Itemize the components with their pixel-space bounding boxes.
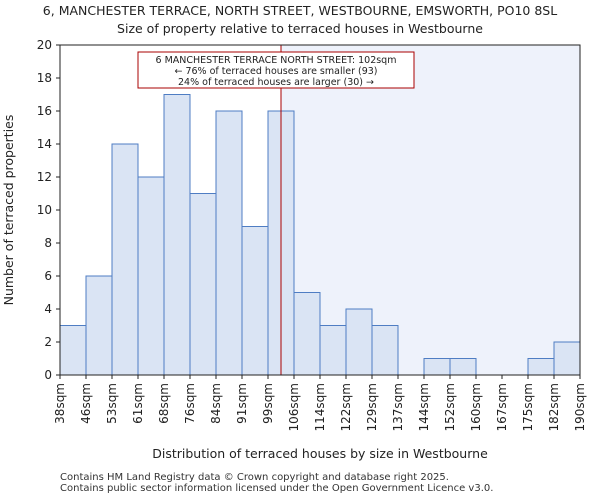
x-tick-label-106sqm: 106sqm <box>287 383 301 431</box>
larger-region-shading <box>281 45 580 375</box>
x-tick-label-144sqm: 144sqm <box>417 383 431 431</box>
y-tick-label-4: 4 <box>44 302 52 316</box>
y-tick-label-14: 14 <box>37 137 52 151</box>
x-tick-label-61sqm: 61sqm <box>131 383 145 424</box>
y-axis-label: Number of terraced properties <box>1 115 16 306</box>
x-tick-label-84sqm: 84sqm <box>209 383 223 424</box>
annotation-box <box>137 51 415 89</box>
x-tick-label-114sqm: 114sqm <box>313 383 327 431</box>
x-tick-label-122sqm: 122sqm <box>339 383 353 431</box>
bar-91sqm <box>241 226 269 376</box>
x-axis-label: Distribution of terraced houses by size … <box>152 446 488 461</box>
annotation-line-2: ← 76% of terraced houses are smaller (93… <box>174 66 377 77</box>
bar-114sqm <box>319 325 347 376</box>
bar-152sqm <box>449 358 477 376</box>
y-tick-label-18: 18 <box>37 71 52 85</box>
x-tick-label-99sqm: 99sqm <box>261 383 275 424</box>
footer-line-1: Contains HM Land Registry data © Crown c… <box>60 472 449 483</box>
bar-129sqm <box>371 325 399 376</box>
x-tick-label-190sqm: 190sqm <box>573 383 587 431</box>
footer-line-2: Contains public sector information licen… <box>60 483 494 494</box>
bar-46sqm <box>85 275 113 376</box>
bar-38sqm <box>59 325 87 376</box>
x-tick-label-38sqm: 38sqm <box>53 383 67 424</box>
bar-144sqm <box>423 358 451 376</box>
y-tick-label-6: 6 <box>44 269 52 283</box>
x-tick-label-68sqm: 68sqm <box>157 383 171 424</box>
x-tick-label-152sqm: 152sqm <box>443 383 457 431</box>
y-tick-label-8: 8 <box>44 236 52 250</box>
bar-182sqm <box>553 341 581 376</box>
bar-53sqm <box>111 143 139 376</box>
y-tick-label-12: 12 <box>37 170 52 184</box>
x-tick-label-137sqm: 137sqm <box>391 383 405 431</box>
bar-175sqm <box>527 358 555 376</box>
chart-subtitle: Size of property relative to terraced ho… <box>117 21 483 36</box>
x-tick-label-46sqm: 46sqm <box>79 383 93 424</box>
x-tick-label-160sqm: 160sqm <box>469 383 483 431</box>
bar-122sqm <box>345 308 373 376</box>
x-tick-label-129sqm: 129sqm <box>365 383 379 431</box>
chart-title: 6, MANCHESTER TERRACE, NORTH STREET, WES… <box>42 3 558 18</box>
x-tick-label-167sqm: 167sqm <box>495 383 509 431</box>
x-tick-label-182sqm: 182sqm <box>547 383 561 431</box>
x-tick-label-91sqm: 91sqm <box>235 383 249 424</box>
footer: Contains HM Land Registry data © Crown c… <box>60 472 493 494</box>
bar-76sqm <box>189 193 217 376</box>
annotation-line-3: 24% of terraced houses are larger (30) → <box>178 77 374 88</box>
bar-106sqm <box>293 292 321 376</box>
y-tick-label-16: 16 <box>37 104 52 118</box>
bar-61sqm <box>137 176 165 376</box>
y-tick-label-10: 10 <box>37 203 52 217</box>
bar-84sqm <box>215 110 243 376</box>
bar-68sqm <box>163 94 191 376</box>
y-tick-label-2: 2 <box>44 335 52 349</box>
y-tick-label-20: 20 <box>37 38 52 52</box>
x-tick-label-175sqm: 175sqm <box>521 383 535 431</box>
annotation-line-1: 6 MANCHESTER TERRACE NORTH STREET: 102sq… <box>156 55 397 66</box>
x-tick-label-53sqm: 53sqm <box>105 383 119 424</box>
chart-title-block: 6, MANCHESTER TERRACE, NORTH STREET, WES… <box>0 2 600 38</box>
x-tick-label-76sqm: 76sqm <box>183 383 197 424</box>
y-tick-label-0: 0 <box>44 368 52 382</box>
